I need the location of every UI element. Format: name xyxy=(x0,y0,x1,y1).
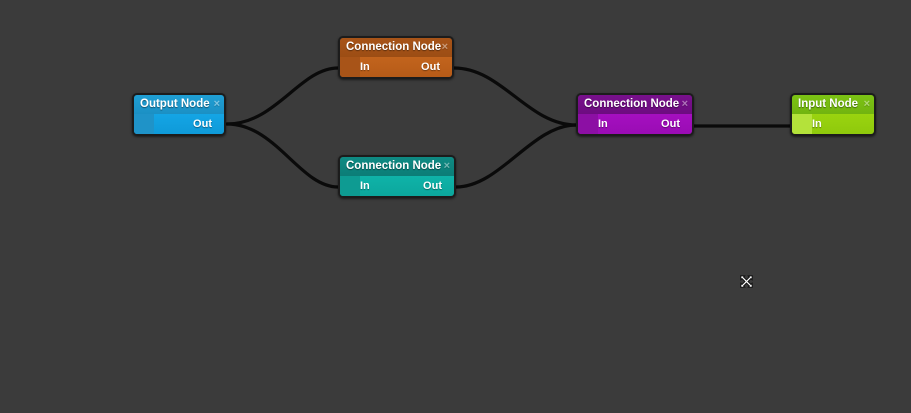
connection-node-teal-header[interactable]: Connection Node × xyxy=(340,157,454,176)
close-icon[interactable]: × xyxy=(863,98,870,110)
wire-output-to-orange[interactable] xyxy=(225,66,340,126)
input-node[interactable]: Input Node × In xyxy=(790,93,876,136)
input-node-title: Input Node xyxy=(798,98,859,110)
connection-node-purple-body: In Out xyxy=(578,114,692,134)
connection-node-purple[interactable]: Connection Node × In Out xyxy=(576,93,694,136)
input-node-header[interactable]: Input Node × xyxy=(792,95,874,114)
connection-node-teal-port-out[interactable]: Out xyxy=(423,180,442,192)
connection-node-teal-port-in[interactable]: In xyxy=(360,180,370,192)
connection-node-teal[interactable]: Connection Node × In Out xyxy=(338,155,456,198)
close-icon[interactable]: × xyxy=(443,160,450,172)
close-icon[interactable]: × xyxy=(213,98,220,110)
connection-node-teal-title: Connection Node xyxy=(346,160,442,172)
socket-icon xyxy=(340,176,360,196)
connection-node-orange-body: In Out xyxy=(340,57,452,77)
connection-node-purple-port-out[interactable]: Out xyxy=(661,118,680,130)
connection-node-purple-port-in[interactable]: In xyxy=(598,118,608,130)
connection-node-orange-header[interactable]: Connection Node × xyxy=(340,38,452,57)
connection-node-purple-header[interactable]: Connection Node × xyxy=(578,95,692,114)
socket-icon xyxy=(792,114,812,134)
socket-icon xyxy=(578,114,598,134)
connection-node-orange[interactable]: Connection Node × In Out xyxy=(338,36,454,79)
move-cursor xyxy=(740,275,753,288)
wire-orange-to-purple[interactable] xyxy=(452,66,578,127)
output-node-body: Out xyxy=(134,114,224,134)
connection-node-orange-title: Connection Node xyxy=(346,41,442,53)
output-node-title: Output Node xyxy=(140,98,210,110)
output-node[interactable]: Output Node × Out xyxy=(132,93,226,136)
wire-teal-to-purple[interactable] xyxy=(454,123,578,189)
socket-icon xyxy=(134,114,154,134)
connection-node-orange-port-out[interactable]: Out xyxy=(421,61,440,73)
connection-node-orange-port-in[interactable]: In xyxy=(360,61,370,73)
input-node-port-in[interactable]: In xyxy=(812,118,822,130)
input-node-body: In xyxy=(792,114,874,134)
socket-icon xyxy=(340,57,360,77)
close-icon[interactable]: × xyxy=(441,41,448,53)
close-icon[interactable]: × xyxy=(681,98,688,110)
connection-node-purple-title: Connection Node xyxy=(584,98,680,110)
wire-output-to-teal[interactable] xyxy=(225,122,340,189)
output-node-port-out[interactable]: Out xyxy=(193,118,212,130)
output-node-header[interactable]: Output Node × xyxy=(134,95,224,114)
connection-node-teal-body: In Out xyxy=(340,176,454,196)
